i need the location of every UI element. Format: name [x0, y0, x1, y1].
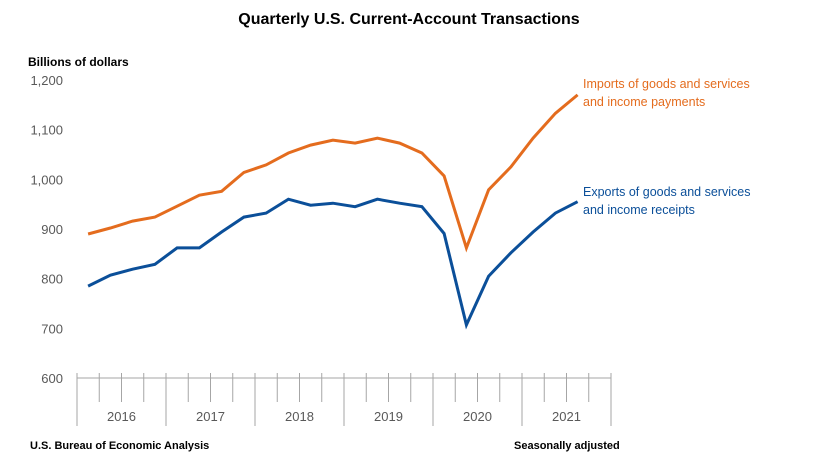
imports-line — [87, 93, 579, 253]
y-tick-label: 1,000 — [30, 172, 63, 187]
exports-line — [87, 197, 579, 330]
chart-title: Quarterly U.S. Current-Account Transacti… — [238, 11, 580, 28]
y-tick-label: 1,200 — [30, 73, 63, 88]
x-tick-label-year: 2021 — [552, 409, 581, 424]
y-axis-unit-label: Billions of dollars — [28, 55, 129, 69]
seasonally-adjusted-note: Seasonally adjusted — [514, 440, 620, 452]
y-tick-label: 600 — [41, 371, 63, 386]
y-tick-label: 700 — [41, 321, 63, 336]
x-tick-label-year: 2017 — [196, 409, 225, 424]
series-labels: Imports of goods and services and income … — [583, 77, 750, 217]
x-tick-label-year: 2019 — [374, 409, 403, 424]
y-tick-label: 800 — [41, 272, 63, 287]
exports-series-label: Exports of goods and services and income … — [583, 185, 750, 217]
y-tick-label: 1,100 — [30, 123, 63, 138]
x-tick-label-year: 2020 — [463, 409, 492, 424]
series-lines — [87, 93, 579, 330]
x-tick-label-year: 2018 — [285, 409, 314, 424]
imports-series-label: Imports of goods and services and income … — [583, 77, 750, 109]
y-axis-ticks: 1,200 1,100 1,000 900 800 700 600 — [30, 73, 63, 386]
x-tick-label-year: 2016 — [107, 409, 136, 424]
x-axis: 2016 2017 2018 2019 2020 2021 — [76, 373, 612, 426]
y-tick-label: 900 — [41, 222, 63, 237]
source-note: U.S. Bureau of Economic Analysis — [30, 440, 209, 452]
